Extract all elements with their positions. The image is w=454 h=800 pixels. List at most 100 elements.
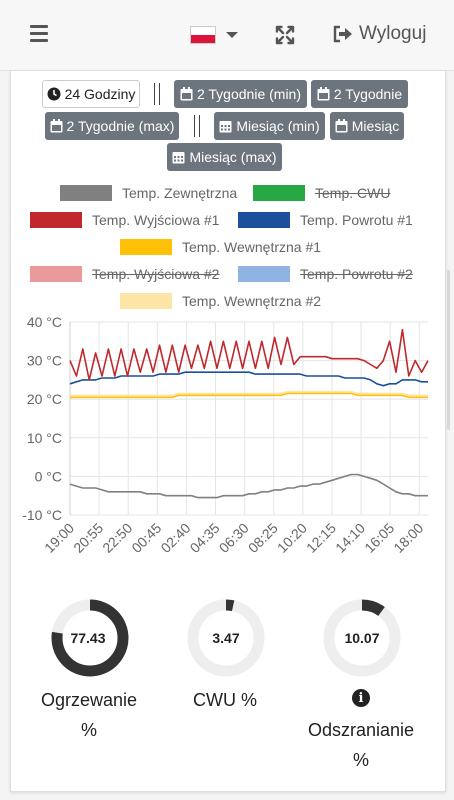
legend-item-flow-1[interactable]: Temp. Wyjściowa #1	[30, 211, 219, 229]
button-separator	[154, 83, 160, 105]
heating-label: Ogrzewanie %	[24, 685, 154, 745]
legend-swatch	[238, 266, 290, 282]
legend-swatch	[120, 293, 172, 309]
legend-item-dhw[interactable]: Temp. CWU	[253, 184, 390, 202]
x-tick-label: 18:00	[390, 520, 426, 556]
logout-button[interactable]: Wyloguj	[333, 23, 426, 45]
range-button-month-min[interactable]: Miesiąc (min)	[214, 112, 325, 140]
x-tick-label: 08:25	[245, 520, 281, 556]
legend-label: Temp. CWU	[315, 185, 391, 201]
x-tick-label: 20:55	[70, 520, 106, 556]
range-button-label: 2 Tygodnie (min)	[196, 86, 301, 102]
x-tick-label: 04:35	[187, 520, 223, 556]
dhw-donut	[187, 599, 265, 677]
menu-icon[interactable]	[30, 25, 48, 43]
range-button-month-max[interactable]: Miesiąc (max)	[167, 143, 282, 171]
legend-swatch	[60, 185, 112, 201]
button-separator	[194, 115, 200, 137]
sign-out-icon	[333, 25, 352, 43]
donut-fill	[323, 599, 401, 677]
legend-swatch	[253, 185, 305, 201]
legend-item-indoor-1[interactable]: Temp. Wewnętrzna #1	[120, 238, 321, 256]
legend-swatch	[120, 239, 172, 255]
y-tick-label: -10 °C	[22, 507, 62, 523]
caret-down-icon	[226, 32, 238, 38]
scrollbar[interactable]	[447, 270, 450, 430]
heating-donut	[51, 599, 129, 677]
legend-label: Temp. Powrotu #1	[300, 212, 413, 228]
series-line-4	[70, 390, 428, 397]
legend-label: Temp. Wyjściowa #2	[92, 266, 220, 282]
legend-label: Temp. Wewnętrzna #2	[182, 293, 322, 309]
range-button-label: Miesiąc (min)	[236, 118, 320, 134]
legend-item-indoor-2[interactable]: Temp. Wewnętrzna #2	[120, 292, 321, 310]
range-button-2w-min[interactable]: 2 Tygodnie (min)	[174, 80, 307, 108]
range-button-2w-max[interactable]: 2 Tygodnie (max)	[45, 112, 179, 140]
y-tick-label: 0 °C	[35, 468, 62, 484]
dhw-label-line1: CWU %	[193, 690, 257, 710]
range-button-label: 2 Tygodnie (max)	[66, 118, 175, 134]
legend-item-return-2[interactable]: Temp. Powrotu #2	[238, 265, 413, 283]
dhw-value: 3.47	[212, 630, 240, 646]
y-tick-label: 10 °C	[27, 430, 62, 446]
logout-label: Wyloguj	[359, 23, 427, 44]
series-line-1	[69, 328, 429, 381]
defrost-label-line1: Odszranianie	[307, 720, 415, 740]
defrost-label-line2: %	[352, 750, 369, 770]
x-tick-label: 12:15	[303, 520, 339, 556]
y-tick-label: 20 °C	[27, 391, 62, 407]
legend-label: Temp. Wyjściowa #1	[92, 212, 220, 228]
legend-item-return-1[interactable]: Temp. Powrotu #1	[238, 211, 413, 229]
range-button-label: 24 Godziny	[64, 86, 136, 102]
calendar-icon	[317, 87, 330, 101]
x-tick-label: 10:20	[274, 520, 310, 556]
heating-label-line2: %	[80, 720, 97, 740]
temperature-chart: 40 °C 30 °C 20 °C 10 °C 0 °C -10 °C19:0020:55…	[22, 314, 429, 556]
x-tick-label: 22:50	[99, 520, 135, 556]
dhw-label: CWU %	[160, 685, 290, 715]
legend-item-outdoor[interactable]: Temp. Zewnętrzna	[60, 184, 237, 202]
navbar: Wyloguj	[0, 0, 454, 71]
x-tick-label: 19:00	[41, 520, 77, 556]
defrost-label: Odszranianie %	[296, 715, 426, 775]
heating-value: 77.43	[70, 630, 106, 646]
series-line-0	[69, 473, 428, 499]
legend-swatch	[238, 212, 290, 228]
range-button-label: Miesiąc	[351, 118, 400, 134]
range-button-label: Miesiąc (max)	[189, 149, 277, 165]
y-tick-label: 30 °C	[27, 353, 62, 369]
legend-label: Temp. Wewnętrzna #1	[182, 239, 322, 255]
x-tick-label: 16:05	[361, 520, 397, 556]
clock-icon	[47, 87, 61, 101]
info-icon[interactable]: i	[352, 689, 370, 707]
poland-flag-icon	[190, 26, 216, 44]
language-dropdown[interactable]	[190, 26, 238, 44]
range-button-24h[interactable]: 24 Godziny	[42, 80, 140, 108]
series-line-2	[69, 371, 428, 387]
legend-label: Temp. Powrotu #2	[300, 266, 413, 282]
calendar-days-icon	[219, 121, 232, 133]
x-tick-label: 06:30	[216, 520, 252, 556]
defrost-value: 10.07	[344, 630, 380, 646]
calendar-icon	[180, 87, 193, 101]
y-tick-label: 40 °C	[27, 314, 62, 330]
donut-fill	[51, 599, 129, 677]
defrost-donut	[323, 599, 401, 677]
x-tick-label: 00:45	[128, 520, 164, 556]
range-button-month[interactable]: Miesiąc	[330, 112, 404, 140]
calendar-icon	[335, 119, 348, 133]
range-button-2w[interactable]: 2 Tygodnie	[311, 80, 408, 108]
series-line-3	[70, 392, 428, 399]
x-tick-label: 02:40	[157, 520, 193, 556]
range-button-label: 2 Tygodnie	[333, 86, 403, 102]
legend-swatch	[30, 212, 82, 228]
donut-fill	[187, 599, 265, 677]
legend-label: Temp. Zewnętrzna	[122, 185, 238, 201]
legend-swatch	[30, 266, 82, 282]
calendar-days-icon	[172, 152, 185, 164]
legend-item-flow-2[interactable]: Temp. Wyjściowa #2	[30, 265, 219, 283]
expand-icon[interactable]	[274, 24, 296, 46]
x-tick-label: 14:10	[332, 520, 368, 556]
calendar-icon	[50, 119, 63, 133]
heating-label-line1: Ogrzewanie	[40, 690, 138, 710]
